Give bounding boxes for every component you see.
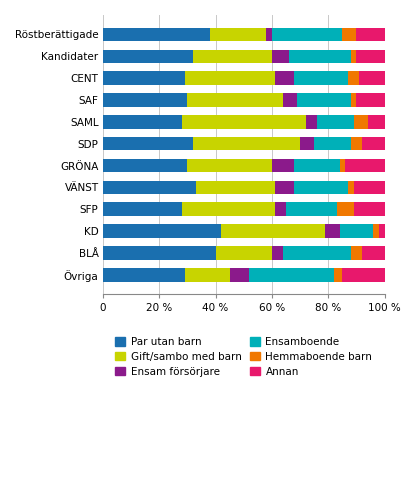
Bar [362, 137, 385, 150]
Bar [297, 93, 351, 107]
Bar [103, 50, 193, 63]
Bar [103, 181, 196, 194]
Bar [354, 115, 368, 129]
Bar [210, 27, 266, 41]
Bar [215, 246, 272, 260]
Bar [185, 268, 230, 281]
Bar [317, 115, 354, 129]
Bar [348, 181, 354, 194]
Bar [230, 268, 249, 281]
Bar [342, 268, 385, 281]
Bar [193, 50, 272, 63]
Bar [362, 246, 385, 260]
Bar [193, 137, 300, 150]
Bar [351, 93, 357, 107]
Bar [339, 159, 345, 172]
Bar [196, 181, 275, 194]
Bar [283, 246, 351, 260]
Bar [339, 224, 373, 238]
Bar [283, 93, 297, 107]
Bar [314, 137, 351, 150]
Bar [272, 27, 342, 41]
Bar [357, 27, 385, 41]
Bar [103, 268, 185, 281]
Bar [359, 71, 385, 85]
Bar [249, 268, 334, 281]
Bar [342, 27, 357, 41]
Bar [103, 159, 187, 172]
Bar [306, 115, 317, 129]
Bar [182, 202, 275, 216]
Bar [351, 246, 362, 260]
Bar [272, 159, 295, 172]
Bar [325, 224, 339, 238]
Bar [103, 202, 182, 216]
Bar [295, 71, 348, 85]
Bar [275, 71, 295, 85]
Bar [354, 181, 385, 194]
Bar [295, 159, 339, 172]
Bar [266, 27, 272, 41]
Bar [103, 137, 193, 150]
Bar [345, 159, 385, 172]
Bar [351, 137, 362, 150]
Bar [272, 50, 289, 63]
Bar [187, 159, 272, 172]
Bar [337, 202, 354, 216]
Bar [289, 50, 351, 63]
Bar [357, 93, 385, 107]
Bar [185, 71, 275, 85]
Bar [334, 268, 342, 281]
Bar [348, 71, 359, 85]
Bar [103, 71, 185, 85]
Bar [103, 224, 221, 238]
Bar [295, 181, 348, 194]
Bar [373, 224, 379, 238]
Bar [300, 137, 314, 150]
Bar [357, 50, 385, 63]
Bar [379, 224, 385, 238]
Bar [368, 115, 385, 129]
Bar [103, 115, 182, 129]
Bar [286, 202, 337, 216]
Bar [351, 50, 357, 63]
Bar [272, 246, 283, 260]
Bar [103, 93, 187, 107]
Bar [275, 202, 286, 216]
Bar [275, 181, 295, 194]
Bar [221, 224, 325, 238]
Bar [182, 115, 306, 129]
Legend: Par utan barn, Gift/sambo med barn, Ensam försörjare, Ensamboende, Hemmaboende b: Par utan barn, Gift/sambo med barn, Ensa… [111, 333, 376, 381]
Bar [187, 93, 283, 107]
Bar [103, 246, 215, 260]
Bar [103, 27, 210, 41]
Bar [354, 202, 385, 216]
